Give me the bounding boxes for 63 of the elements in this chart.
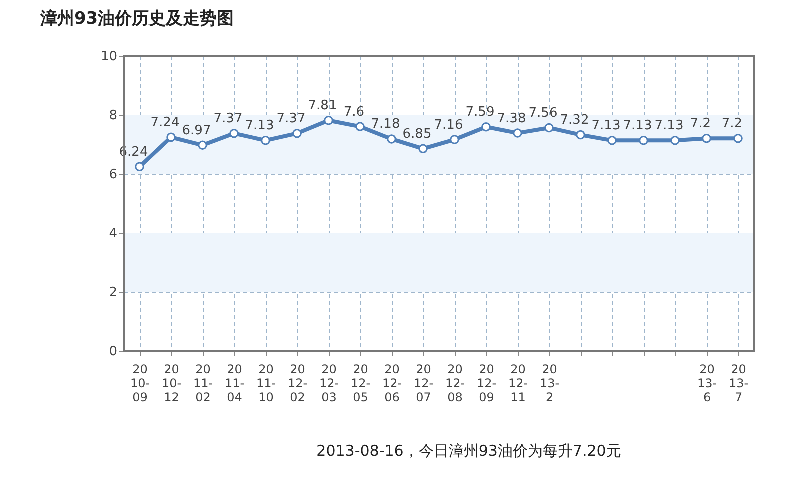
x-tick-label: 2011-02 [193, 362, 214, 404]
x-tick-label: 2010-09 [130, 362, 150, 404]
y-tick-label: 0 [109, 344, 118, 360]
data-label: 7.37 [214, 112, 243, 127]
point [198, 140, 208, 150]
data-label: 7.2 [690, 116, 712, 132]
y-tick-label: 4 [109, 226, 118, 242]
point [576, 130, 586, 140]
point [482, 122, 491, 132]
x-tick-label: 2012-08 [445, 362, 466, 404]
data-label: 6.85 [402, 126, 432, 142]
data-label: 7.32 [560, 113, 590, 128]
y-tick-label: 8 [109, 108, 118, 124]
data-label: 7.37 [276, 112, 306, 127]
point [324, 116, 334, 126]
data-label: 7.13 [592, 118, 621, 134]
point [734, 134, 743, 144]
data-label: 6.97 [182, 123, 212, 138]
x-tick-label: 2012-11 [508, 362, 528, 404]
data-label: 7.56 [528, 106, 558, 121]
data-label: 7.2 [722, 116, 743, 132]
point [670, 136, 680, 146]
point [387, 134, 396, 144]
x-tick-label: 2013-7 [728, 362, 749, 404]
x-tick-label: 2011-10 [256, 362, 276, 404]
x-tick-label: 2012-05 [350, 362, 371, 404]
data-label: 7.13 [623, 118, 652, 134]
point [230, 128, 239, 138]
point [418, 144, 428, 154]
x-tick-label: 2012-09 [476, 362, 497, 404]
x-tick-label: 2012-02 [288, 362, 308, 404]
point [639, 136, 648, 146]
data-label: 7.24 [150, 115, 180, 130]
x-tick-label: 2013-2 [540, 362, 560, 404]
data-label: 7.16 [434, 118, 464, 133]
point [135, 162, 144, 172]
point [450, 135, 460, 144]
point [356, 122, 365, 132]
x-tick-label: 2012-07 [414, 362, 434, 404]
data-label: 7.59 [466, 105, 495, 120]
point [513, 128, 522, 138]
x-tick-label: 2012-03 [319, 362, 340, 404]
point [166, 132, 176, 142]
data-label: 7.6 [344, 104, 365, 120]
y-tick-label: 2 [109, 286, 118, 300]
data-label: 7.13 [245, 118, 274, 134]
data-label: 7.81 [308, 98, 338, 114]
data-label: 7.13 [654, 118, 684, 134]
point [261, 136, 270, 146]
y-tick-label: 6 [109, 168, 118, 182]
x-tick-label: 2011-04 [224, 362, 245, 404]
point [544, 123, 554, 133]
point [702, 134, 712, 144]
text: 2013-08-16，今日漳州93油价为每升7.20元 [316, 442, 622, 460]
point [292, 128, 302, 138]
data-label: 7.18 [371, 117, 400, 132]
y-tick-label: 10 [100, 50, 118, 64]
x-tick-label: 2012-06 [382, 362, 402, 404]
chart-title: 漳州93油价历史及走势图 [39, 9, 234, 29]
point [608, 136, 617, 146]
x-tick-label: 2013-6 [697, 362, 718, 404]
x-tick-label: 2010-12 [162, 362, 182, 404]
data-label: 7.38 [497, 111, 526, 126]
